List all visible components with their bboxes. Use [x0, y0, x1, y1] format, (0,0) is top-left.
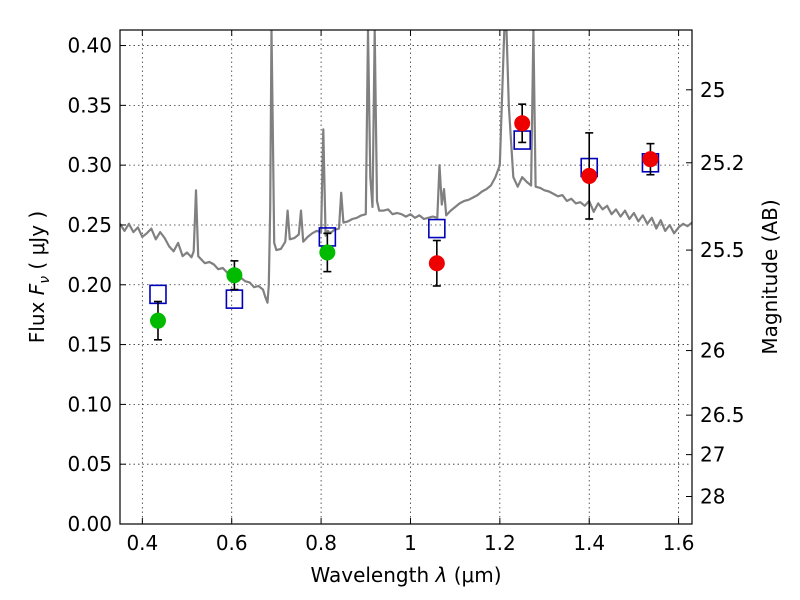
x-axis-label: Wavelength λ (μm): [310, 563, 501, 587]
error-bars: [149, 103, 659, 341]
y-axis-label: Flux Fν ( μJy ): [25, 211, 53, 343]
x-tick-label: 0.6: [216, 531, 248, 555]
y2-tick-label: 25.5: [700, 238, 745, 262]
y2-tick-label: 26: [700, 339, 725, 363]
x-tick-label: 1.6: [663, 531, 695, 555]
y2-tick-label: 25: [700, 78, 725, 102]
observed-flux-point: [581, 167, 598, 184]
y-tick-label: 0.15: [67, 333, 112, 357]
y-tick-label: 0.40: [67, 34, 112, 58]
spectrum-line: [120, 30, 692, 304]
observed-flux-point: [428, 255, 445, 272]
y-tick-label: 0.20: [67, 273, 112, 297]
x-tick-label: 1.2: [484, 531, 516, 555]
model-photometry-square: [428, 218, 446, 239]
y2-axis-label: Magnitude (AB): [758, 199, 782, 354]
observed-flux-point: [149, 312, 166, 329]
y2-tick-label: 26.5: [700, 403, 745, 427]
y-tick-label: 0.00: [67, 512, 112, 536]
y2-tick-label: 27: [700, 443, 725, 467]
plot-frame: [119, 29, 693, 525]
y2-tick-label: 25.2: [700, 151, 745, 175]
y-tick-label: 0.35: [67, 93, 112, 117]
y-tick-label: 0.05: [67, 452, 112, 476]
x-tick-label: 0.8: [305, 531, 337, 555]
observed-flux-point: [642, 151, 659, 168]
y-tick-label: 0.25: [67, 213, 112, 237]
observed-flux-point: [514, 115, 531, 132]
y-tick-label: 0.10: [67, 392, 112, 416]
ticks: 0.4 0.6 0.8 1 1.2 1.4 1.6 0.00 0.05 0.10 0.15 0.20 0…: [67, 30, 745, 555]
y-tick-label: 0.30: [67, 153, 112, 177]
x-tick-label: 1.4: [573, 531, 605, 555]
observed-flux-point: [226, 267, 243, 284]
x-tick-label: 1: [404, 531, 417, 555]
x-tick-label: 0.4: [126, 531, 158, 555]
y2-tick-label: 28: [700, 484, 725, 508]
plot-background: [120, 30, 692, 524]
observed-flux-point: [319, 244, 336, 261]
